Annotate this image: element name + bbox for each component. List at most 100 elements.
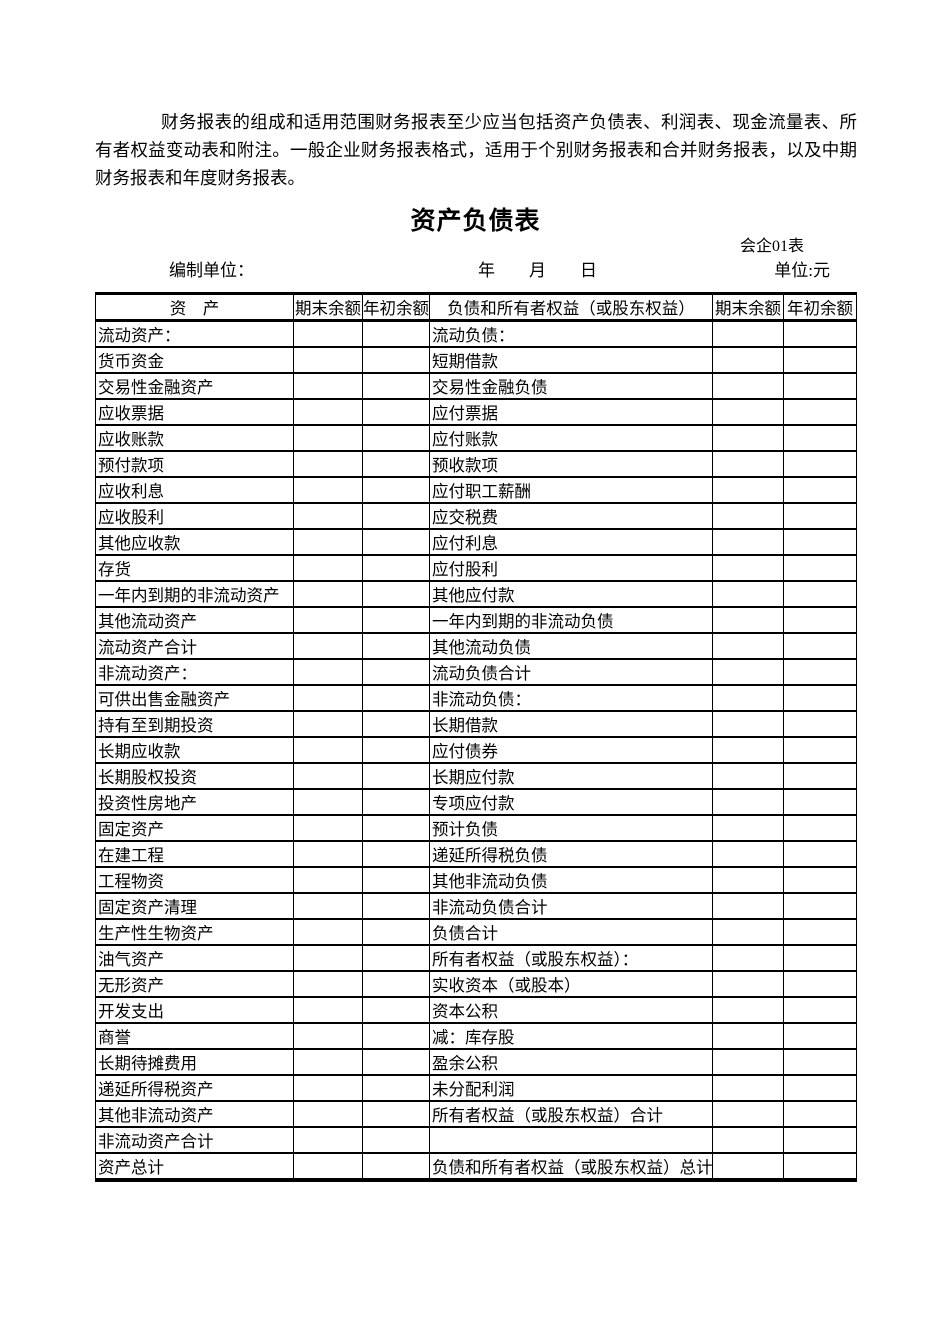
asset-ending-balance-cell[interactable] <box>293 736 363 764</box>
liability-ending-balance-cell[interactable] <box>712 372 784 400</box>
liability-beginning-balance-cell[interactable] <box>783 840 857 868</box>
asset-beginning-balance-cell[interactable] <box>362 840 430 868</box>
liability-beginning-balance-cell[interactable] <box>783 788 857 816</box>
asset-ending-balance-cell[interactable] <box>293 1126 363 1154</box>
liability-beginning-balance-cell[interactable] <box>783 814 857 842</box>
asset-ending-balance-cell[interactable] <box>293 319 363 348</box>
liability-ending-balance-cell[interactable] <box>712 762 784 790</box>
asset-beginning-balance-cell[interactable] <box>362 319 430 348</box>
asset-beginning-balance-cell[interactable] <box>362 606 430 634</box>
asset-ending-balance-cell[interactable] <box>293 788 363 816</box>
liability-ending-balance-cell[interactable] <box>712 319 784 348</box>
asset-ending-balance-cell[interactable] <box>293 1022 363 1050</box>
asset-beginning-balance-cell[interactable] <box>362 736 430 764</box>
asset-ending-balance-cell[interactable] <box>293 554 363 582</box>
liability-beginning-balance-cell[interactable] <box>783 319 857 348</box>
liability-beginning-balance-cell[interactable] <box>783 1022 857 1050</box>
asset-ending-balance-cell[interactable] <box>293 1048 363 1076</box>
asset-ending-balance-cell[interactable] <box>293 970 363 998</box>
liability-beginning-balance-cell[interactable] <box>783 606 857 634</box>
liability-beginning-balance-cell[interactable] <box>783 710 857 738</box>
asset-beginning-balance-cell[interactable] <box>362 424 430 452</box>
liability-ending-balance-cell[interactable] <box>712 918 784 946</box>
liability-beginning-balance-cell[interactable] <box>783 736 857 764</box>
liability-ending-balance-cell[interactable] <box>712 788 784 816</box>
liability-ending-balance-cell[interactable] <box>712 1152 784 1181</box>
liability-ending-balance-cell[interactable] <box>712 658 784 686</box>
asset-beginning-balance-cell[interactable] <box>362 346 430 374</box>
liability-beginning-balance-cell[interactable] <box>783 1100 857 1128</box>
asset-ending-balance-cell[interactable] <box>293 372 363 400</box>
liability-beginning-balance-cell[interactable] <box>783 1074 857 1102</box>
liability-ending-balance-cell[interactable] <box>712 684 784 712</box>
liability-ending-balance-cell[interactable] <box>712 840 784 868</box>
liability-ending-balance-cell[interactable] <box>712 398 784 426</box>
liability-ending-balance-cell[interactable] <box>712 606 784 634</box>
liability-ending-balance-cell[interactable] <box>712 814 784 842</box>
liability-ending-balance-cell[interactable] <box>712 450 784 478</box>
asset-beginning-balance-cell[interactable] <box>362 502 430 530</box>
liability-ending-balance-cell[interactable] <box>712 1074 784 1102</box>
asset-beginning-balance-cell[interactable] <box>362 450 430 478</box>
liability-beginning-balance-cell[interactable] <box>783 476 857 504</box>
liability-ending-balance-cell[interactable] <box>712 502 784 530</box>
asset-beginning-balance-cell[interactable] <box>362 866 430 894</box>
asset-ending-balance-cell[interactable] <box>293 346 363 374</box>
liability-beginning-balance-cell[interactable] <box>783 554 857 582</box>
asset-ending-balance-cell[interactable] <box>293 398 363 426</box>
liability-ending-balance-cell[interactable] <box>712 528 784 556</box>
liability-ending-balance-cell[interactable] <box>712 736 784 764</box>
liability-beginning-balance-cell[interactable] <box>783 398 857 426</box>
asset-beginning-balance-cell[interactable] <box>362 788 430 816</box>
asset-ending-balance-cell[interactable] <box>293 606 363 634</box>
asset-beginning-balance-cell[interactable] <box>362 658 430 686</box>
asset-ending-balance-cell[interactable] <box>293 866 363 894</box>
asset-ending-balance-cell[interactable] <box>293 502 363 530</box>
asset-beginning-balance-cell[interactable] <box>362 580 430 608</box>
asset-ending-balance-cell[interactable] <box>293 710 363 738</box>
liability-ending-balance-cell[interactable] <box>712 632 784 660</box>
liability-beginning-balance-cell[interactable] <box>783 424 857 452</box>
liability-ending-balance-cell[interactable] <box>712 424 784 452</box>
liability-beginning-balance-cell[interactable] <box>783 658 857 686</box>
asset-ending-balance-cell[interactable] <box>293 450 363 478</box>
asset-beginning-balance-cell[interactable] <box>362 918 430 946</box>
liability-ending-balance-cell[interactable] <box>712 346 784 374</box>
liability-beginning-balance-cell[interactable] <box>783 1048 857 1076</box>
liability-ending-balance-cell[interactable] <box>712 710 784 738</box>
liability-ending-balance-cell[interactable] <box>712 996 784 1024</box>
asset-ending-balance-cell[interactable] <box>293 892 363 920</box>
asset-beginning-balance-cell[interactable] <box>362 398 430 426</box>
liability-ending-balance-cell[interactable] <box>712 970 784 998</box>
liability-beginning-balance-cell[interactable] <box>783 762 857 790</box>
liability-beginning-balance-cell[interactable] <box>783 450 857 478</box>
liability-ending-balance-cell[interactable] <box>712 1022 784 1050</box>
liability-ending-balance-cell[interactable] <box>712 892 784 920</box>
asset-ending-balance-cell[interactable] <box>293 814 363 842</box>
liability-beginning-balance-cell[interactable] <box>783 1152 857 1181</box>
asset-beginning-balance-cell[interactable] <box>362 814 430 842</box>
asset-beginning-balance-cell[interactable] <box>362 944 430 972</box>
asset-beginning-balance-cell[interactable] <box>362 1074 430 1102</box>
asset-ending-balance-cell[interactable] <box>293 944 363 972</box>
asset-ending-balance-cell[interactable] <box>293 424 363 452</box>
asset-beginning-balance-cell[interactable] <box>362 1152 430 1181</box>
liability-beginning-balance-cell[interactable] <box>783 502 857 530</box>
asset-beginning-balance-cell[interactable] <box>362 970 430 998</box>
asset-beginning-balance-cell[interactable] <box>362 632 430 660</box>
liability-beginning-balance-cell[interactable] <box>783 918 857 946</box>
liability-beginning-balance-cell[interactable] <box>783 996 857 1024</box>
liability-ending-balance-cell[interactable] <box>712 476 784 504</box>
liability-ending-balance-cell[interactable] <box>712 554 784 582</box>
asset-ending-balance-cell[interactable] <box>293 580 363 608</box>
asset-beginning-balance-cell[interactable] <box>362 528 430 556</box>
liability-ending-balance-cell[interactable] <box>712 866 784 894</box>
liability-beginning-balance-cell[interactable] <box>783 346 857 374</box>
asset-beginning-balance-cell[interactable] <box>362 762 430 790</box>
liability-ending-balance-cell[interactable] <box>712 1048 784 1076</box>
asset-ending-balance-cell[interactable] <box>293 528 363 556</box>
liability-beginning-balance-cell[interactable] <box>783 970 857 998</box>
asset-beginning-balance-cell[interactable] <box>362 996 430 1024</box>
asset-beginning-balance-cell[interactable] <box>362 1100 430 1128</box>
liability-beginning-balance-cell[interactable] <box>783 684 857 712</box>
